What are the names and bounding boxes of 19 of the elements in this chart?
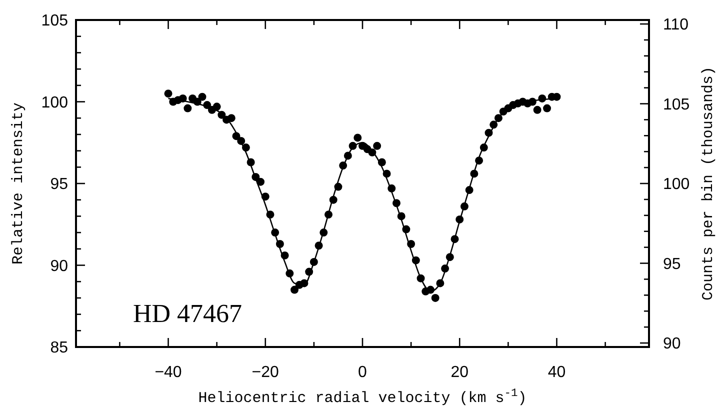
y-tick-label: 95 [50,176,68,194]
x-tick-label: 20 [450,364,469,381]
x-tick-label: −20 [252,364,280,381]
x-tick-label: −40 [154,364,182,381]
x-tick-label: 0 [358,364,368,381]
x-tick-label: 40 [548,364,566,381]
y2-tick-label: 110 [663,16,689,34]
annotation: HD 47467 [133,299,242,328]
x-axis-title: Heliocentric radial velocity (km s$^{-1}$) [198,388,527,406]
y2-tick-label: 100 [663,176,690,194]
y2-tick-label: 90 [663,336,681,353]
y-axis-title: Relative intensity [10,102,27,265]
y-tick-label: 90 [50,258,68,275]
y-tick-label: 105 [41,12,68,30]
y-tick-label: 85 [50,340,68,357]
y2-tick-label: 105 [663,96,690,114]
y2-tick-label: 95 [663,256,681,273]
y-tick-label: 100 [41,94,68,112]
y2-axis-title: Counts per bin (thousands) [700,66,717,301]
